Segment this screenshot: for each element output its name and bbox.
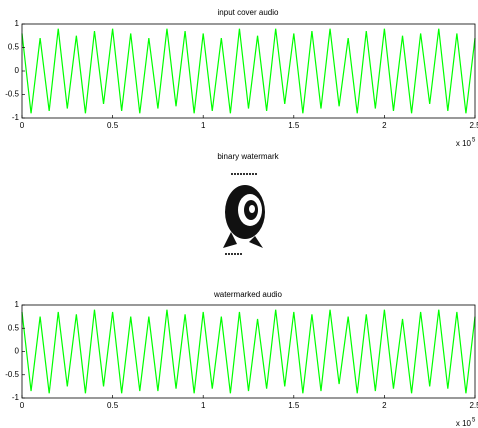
x-tick-label: 2.5 [469,401,478,410]
x-tick-label: 2 [382,121,387,130]
chart-title: watermarked audio [213,290,283,299]
chart-title: input cover audio [218,8,279,17]
x-multiplier-exponent: 5 [472,138,476,144]
y-tick-label: 0 [15,347,20,356]
x-tick-label: 2 [382,401,387,410]
watermark-shape [249,205,255,213]
x-multiplier: x 10 [456,419,472,428]
x-multiplier-exponent: 5 [472,418,476,424]
figure: input cover audio 0 0.5 1 1.5 2 2.5 -1 -0.5 0 0.5 1… [0,0,478,428]
x-tick-label: 0 [20,121,25,130]
x-multiplier: x 10 [456,139,472,148]
y-tick-label: -0.5 [5,90,19,99]
watermark-image [223,174,265,254]
y-tick-label: 1 [15,300,20,309]
y-tick-label: 0.5 [8,323,20,332]
x-tick-label: 0 [20,401,25,410]
x-tick-label: 1 [201,401,206,410]
x-tick-label: 2.5 [469,121,478,130]
waveform [22,310,475,394]
y-tick-label: -0.5 [5,370,19,379]
x-tick-label: 1.5 [288,121,300,130]
x-tick-label: 0.5 [107,401,119,410]
y-tick-label: 0 [15,66,20,75]
chart-title: binary watermark [217,152,279,161]
waveform [22,29,475,114]
x-tick-label: 1.5 [288,401,300,410]
x-tick-label: 0.5 [107,121,119,130]
y-tick-label: -1 [12,113,20,122]
y-tick-label: -1 [12,393,20,402]
y-tick-label: 0.5 [8,43,20,52]
x-tick-label: 1 [201,121,206,130]
y-tick-label: 1 [15,19,20,28]
